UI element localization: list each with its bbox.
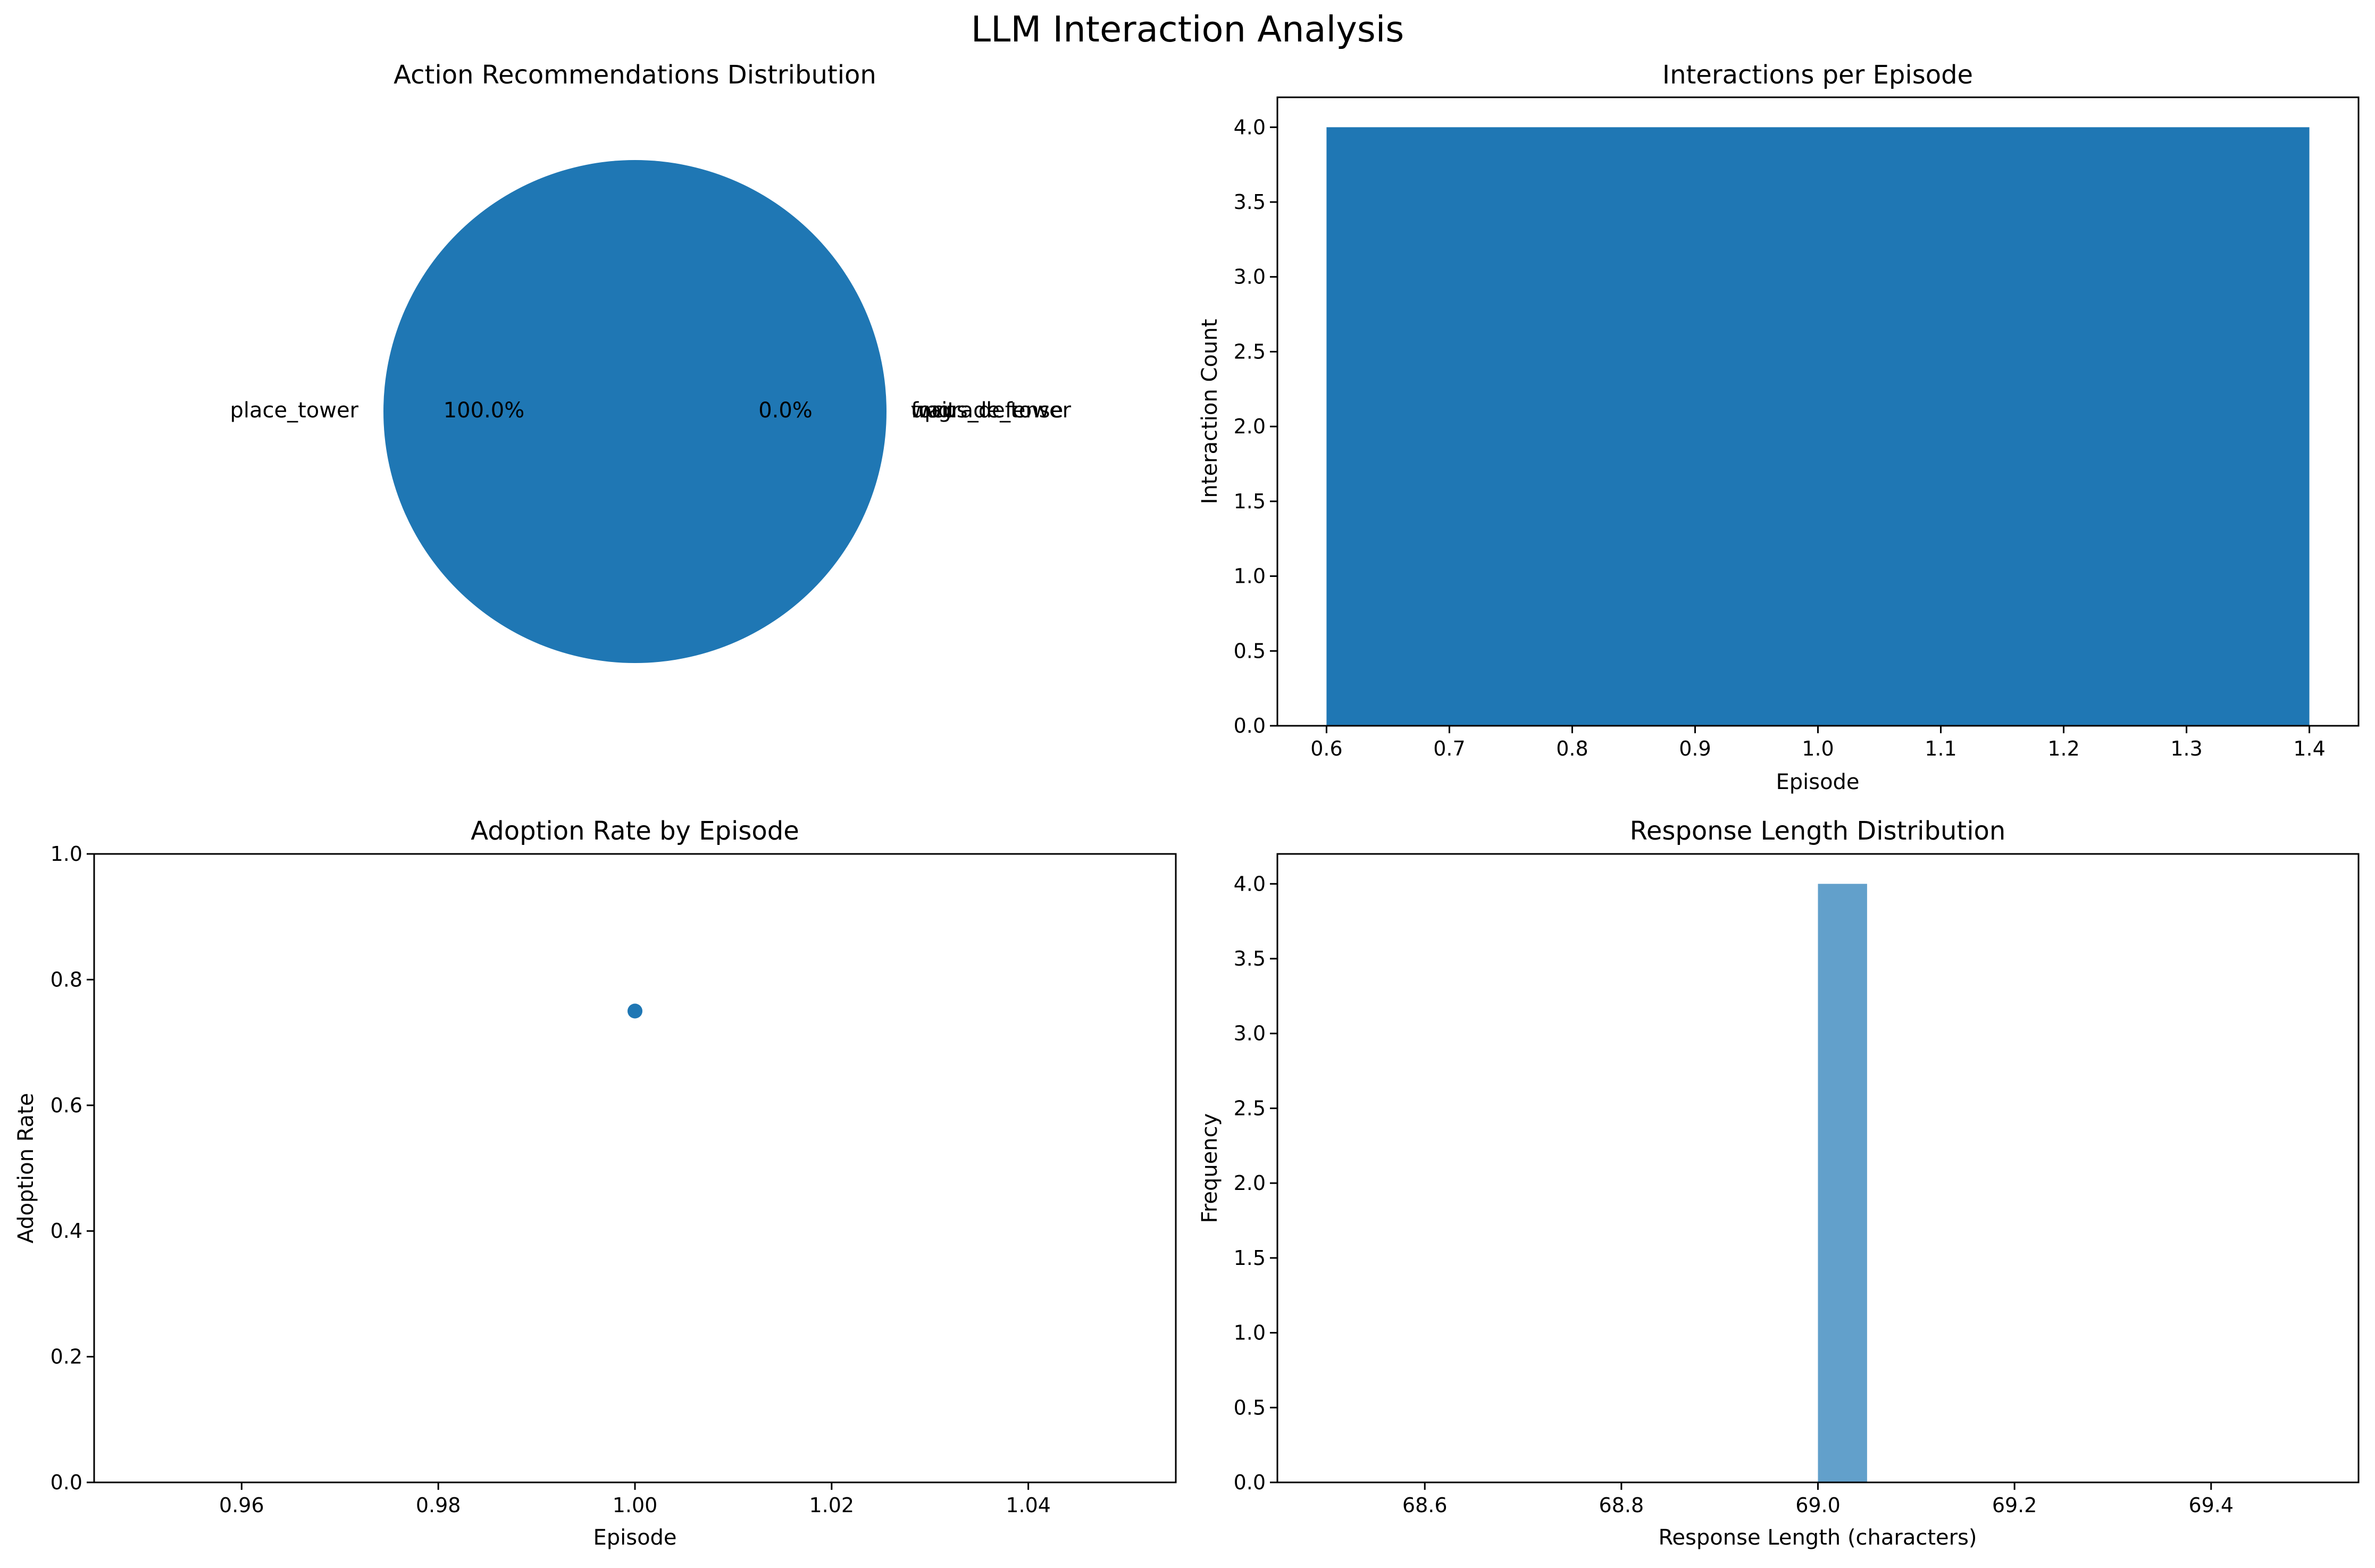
y-tick-label: 1.5 <box>1234 490 1266 513</box>
adoption-points <box>628 1003 642 1019</box>
figure-title: LLM Interaction Analysis <box>971 9 1404 50</box>
interactions-ticks: 0.6 0.7 0.8 0.9 1.0 1.1 1.2 1.3 1.4 0.0 0.5 1.0 1.5 2… <box>1234 115 2326 760</box>
y-tick-label: 0.0 <box>1234 714 1266 737</box>
y-tick-label: 0.5 <box>1234 639 1266 663</box>
adoption-chart-panel: Adoption Rate by Episode 0.96 0.98 1.00 1.0… <box>14 816 1177 1550</box>
interactions-bars <box>1326 127 2310 726</box>
x-tick-label: 1.2 <box>2047 737 2079 760</box>
interactions-axes-frame <box>1276 96 2360 727</box>
pie-slices <box>383 160 887 663</box>
x-tick-label: 1.1 <box>1925 737 1956 760</box>
y-tick-label: 0.4 <box>51 1219 82 1243</box>
response-length-bar <box>1818 884 1867 1482</box>
x-tick-label: 69.2 <box>1992 1494 2037 1517</box>
y-tick-label: 0.5 <box>1234 1396 1266 1419</box>
y-tick-label: 0.6 <box>51 1094 82 1117</box>
response-length-axes-frame <box>1276 853 2360 1483</box>
pie-slice-place-tower <box>383 160 887 663</box>
interactions-chart-panel: Interactions per Episode 0.6 0.7 0.8 0.9 1.0… <box>1198 60 2360 794</box>
x-tick-label: 1.0 <box>1802 737 1834 760</box>
y-tick-label: 1.0 <box>51 842 82 866</box>
y-tick-label: 2.0 <box>1234 415 1266 438</box>
interactions-bar <box>1326 127 2310 726</box>
x-tick-label: 0.8 <box>1556 737 1588 760</box>
x-tick-label: 1.04 <box>1006 1494 1051 1517</box>
response-length-y-axis-label: Frequency <box>1198 1113 1222 1223</box>
y-tick-label: 0.8 <box>51 968 82 991</box>
pie-label-place-tower: place_tower <box>230 398 358 423</box>
x-tick-label: 0.7 <box>1433 737 1465 760</box>
x-tick-label: 69.0 <box>1795 1494 1841 1517</box>
y-tick-label: 3.5 <box>1234 190 1266 214</box>
adoption-point <box>628 1003 642 1019</box>
x-tick-label: 69.4 <box>2188 1494 2234 1517</box>
y-tick-label: 0.0 <box>1234 1471 1266 1494</box>
x-tick-label: 68.6 <box>1402 1494 1448 1517</box>
y-tick-label: 4.0 <box>1234 872 1266 895</box>
x-tick-label: 0.96 <box>219 1494 264 1517</box>
y-tick-label: 3.0 <box>1234 1022 1266 1045</box>
pie-pct-place-tower: 100.0% <box>444 398 525 423</box>
pie-label-focus-defense: focus_defense <box>911 398 1063 423</box>
y-tick-label: 2.5 <box>1234 1096 1266 1120</box>
y-tick-label: 0.0 <box>51 1471 82 1494</box>
y-tick-label: 2.5 <box>1234 340 1266 363</box>
response-length-ticks: 68.6 68.8 69.0 69.2 69.4 0.0 0.5 1.0 1.5 2.0 2.5 3.… <box>1234 872 2234 1517</box>
adoption-y-axis-label: Adoption Rate <box>14 1093 38 1244</box>
x-tick-label: 1.4 <box>2293 737 2325 760</box>
x-tick-label: 68.8 <box>1599 1494 1644 1517</box>
y-tick-label: 0.2 <box>51 1345 82 1369</box>
pie-chart-title: Action Recommendations Distribution <box>394 60 876 90</box>
y-tick-label: 1.0 <box>1234 1321 1266 1345</box>
pie-label-upgrade-tower: upgrade_tower <box>911 398 1072 423</box>
adoption-ticks: 0.96 0.98 1.00 1.02 1.04 0.0 0.2 0.4 0.6 0.8 1.0 <box>51 842 1051 1517</box>
interactions-chart-title: Interactions per Episode <box>1662 60 1973 90</box>
y-tick-label: 2.0 <box>1234 1171 1266 1195</box>
y-tick-label: 1.0 <box>1234 565 1266 588</box>
response-length-bars <box>1818 884 1867 1482</box>
pie-pct-zero: 0.0% <box>758 398 813 423</box>
pie-label-wait: wait <box>911 398 956 423</box>
response-length-chart-title: Response Length Distribution <box>1630 816 2006 846</box>
y-tick-label: 4.0 <box>1234 115 1266 139</box>
x-tick-label: 1.3 <box>2170 737 2202 760</box>
y-tick-label: 3.0 <box>1234 265 1266 289</box>
response-length-chart-panel: Response Length Distribution 68.6 68.8 69.… <box>1198 816 2360 1550</box>
interactions-y-axis-label: Interaction Count <box>1198 319 1222 505</box>
x-tick-label: 0.9 <box>1679 737 1711 760</box>
response-length-x-axis-label: Response Length (characters) <box>1658 1525 1977 1550</box>
adoption-axes-frame <box>93 853 1177 1483</box>
x-tick-label: 0.98 <box>416 1494 461 1517</box>
adoption-chart-title: Adoption Rate by Episode <box>471 816 799 846</box>
pie-chart-panel: Action Recommendations Distribution plac… <box>230 60 1072 663</box>
y-tick-label: 1.5 <box>1234 1246 1266 1270</box>
interactions-x-axis-label: Episode <box>1776 770 1859 794</box>
adoption-x-axis-label: Episode <box>593 1525 676 1550</box>
y-tick-label: 3.5 <box>1234 947 1266 970</box>
x-tick-label: 1.02 <box>809 1494 855 1517</box>
x-tick-label: 0.6 <box>1310 737 1342 760</box>
x-tick-label: 1.00 <box>613 1494 658 1517</box>
